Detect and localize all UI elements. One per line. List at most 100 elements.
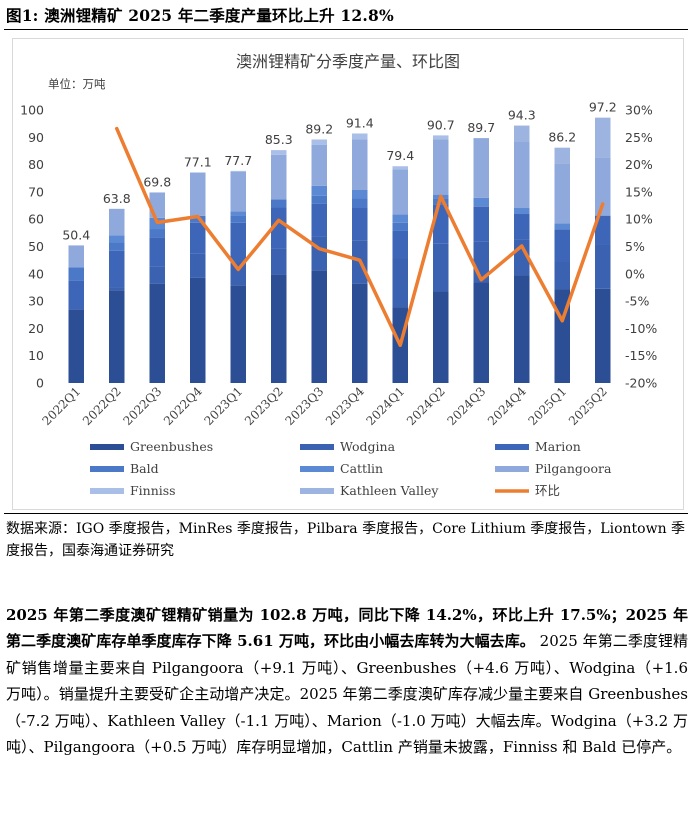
- bar-segment: [311, 139, 327, 145]
- top-rule: [4, 29, 688, 30]
- bar-segment: [595, 117, 611, 158]
- right-tick-label: 30%: [625, 103, 653, 118]
- bar-segment: [595, 215, 611, 245]
- bar-segment: [352, 208, 368, 241]
- right-tick-label: -10%: [625, 321, 657, 336]
- bar-segment: [109, 250, 125, 288]
- bar-segment: [271, 154, 287, 200]
- bar-segment: [392, 258, 408, 308]
- bar-segment: [514, 208, 530, 215]
- bar-segment: [109, 242, 125, 251]
- right-tick-label: 0%: [625, 266, 645, 281]
- total-label: 85.3: [265, 132, 293, 147]
- chart-svg: 澳洲锂精矿分季度产量、环比图 单位：万吨 0 10 20 30 40 50 60 70 80 90…: [20, 52, 657, 498]
- legend-swatch: [495, 444, 529, 450]
- bar-segment: [311, 236, 327, 271]
- bar-segment: [595, 288, 611, 383]
- legend-label: 环比: [535, 483, 560, 498]
- bar-segment: [392, 166, 408, 170]
- bar-segment: [352, 198, 368, 209]
- total-label: 63.8: [103, 191, 131, 206]
- bar-segment: [230, 171, 246, 212]
- category-label: 2022Q2: [80, 384, 124, 428]
- bottom-rule: [4, 513, 688, 514]
- bar-segment: [149, 229, 165, 238]
- bar-segment: [554, 261, 570, 290]
- category-label: 2024Q2: [404, 384, 448, 428]
- bar-segment: [392, 214, 408, 223]
- category-label: 2023Q3: [283, 384, 327, 428]
- bar-segment: [554, 147, 570, 164]
- unit-label: 单位：万吨: [48, 77, 106, 91]
- bar-segment: [392, 222, 408, 231]
- total-label: 86.2: [548, 130, 576, 145]
- category-label: 2022Q1: [40, 384, 84, 428]
- bar-segment: [473, 206, 489, 242]
- total-label: 77.1: [184, 155, 212, 170]
- bar-segment: [68, 280, 84, 310]
- right-tick-label: 25%: [625, 130, 653, 145]
- bar-segment: [68, 309, 84, 383]
- bar-segment: [190, 277, 206, 383]
- left-tick-label: 60: [28, 212, 44, 227]
- left-tick-label: 0: [36, 376, 44, 391]
- left-tick-label: 20: [28, 321, 44, 336]
- bar-segment: [230, 285, 246, 383]
- left-tick-label: 10: [28, 348, 44, 363]
- bar-segment: [230, 222, 246, 262]
- bar-segment: [109, 235, 125, 243]
- total-label: 79.4: [386, 148, 414, 163]
- bar-segment: [554, 223, 570, 230]
- total-label: 89.7: [467, 120, 495, 135]
- legend-swatch: [300, 466, 334, 472]
- bar-segment: [311, 195, 327, 204]
- bar-segment: [595, 244, 611, 289]
- legend-label: Pilgangoora: [535, 461, 612, 476]
- bar-segment: [514, 275, 530, 383]
- category-label: 2025Q2: [566, 384, 610, 428]
- total-label: 90.7: [427, 117, 455, 132]
- legend-swatch: [90, 466, 124, 472]
- right-tick-label: -5%: [625, 294, 649, 309]
- bar-segment: [473, 138, 489, 198]
- legend-label: Wodgina: [340, 439, 396, 454]
- bar-segment: [311, 185, 327, 196]
- legend-swatch: [300, 444, 334, 450]
- bar-segment: [68, 267, 84, 281]
- figure-title: 图1: 澳洲锂精矿 2025 年二季度产量环比上升 12.8%: [6, 6, 394, 25]
- bar-segment: [230, 170, 246, 172]
- bar-segment: [433, 243, 449, 292]
- bar-segment: [230, 215, 246, 223]
- legend-label: Kathleen Valley: [340, 483, 439, 498]
- bar-segment: [271, 207, 287, 249]
- category-label: 2023Q1: [202, 384, 246, 428]
- bar-segment: [352, 189, 368, 199]
- left-tick-label: 30: [28, 294, 44, 309]
- bar-segment: [352, 283, 368, 383]
- bar-segment: [311, 144, 327, 186]
- bar-segment: [190, 222, 206, 254]
- right-tick-label: -15%: [625, 348, 657, 363]
- bar-segment: [433, 135, 449, 140]
- right-tick-label: -20%: [625, 376, 657, 391]
- body-paragraph: 2025 年第二季度澳矿锂精矿销量为 102.8 万吨，同比下降 14.2%，环…: [6, 602, 688, 760]
- bar-segment: [271, 274, 287, 383]
- legend-swatch: [90, 488, 124, 494]
- bar-segment: [352, 139, 368, 190]
- category-label: 2024Q1: [364, 384, 408, 428]
- category-label: 2023Q2: [242, 384, 286, 428]
- left-tick-label: 100: [20, 103, 44, 118]
- left-tick-label: 80: [28, 157, 44, 172]
- left-tick-label: 70: [28, 184, 44, 199]
- category-label: 2022Q3: [121, 384, 165, 428]
- bar-segment: [271, 150, 287, 155]
- right-tick-label: 5%: [625, 239, 645, 254]
- total-label: 89.2: [305, 121, 333, 136]
- category-label: 2024Q4: [485, 384, 529, 428]
- bar-segment: [392, 230, 408, 259]
- bar-segment: [595, 157, 611, 216]
- total-label: 50.4: [62, 227, 90, 242]
- total-label: 94.3: [508, 108, 536, 123]
- paragraph-normal: 2025 年第二季度锂精矿销售增量主要来自 Pilgangoora（+9.1 万…: [6, 632, 688, 757]
- bar-segment: [473, 197, 489, 207]
